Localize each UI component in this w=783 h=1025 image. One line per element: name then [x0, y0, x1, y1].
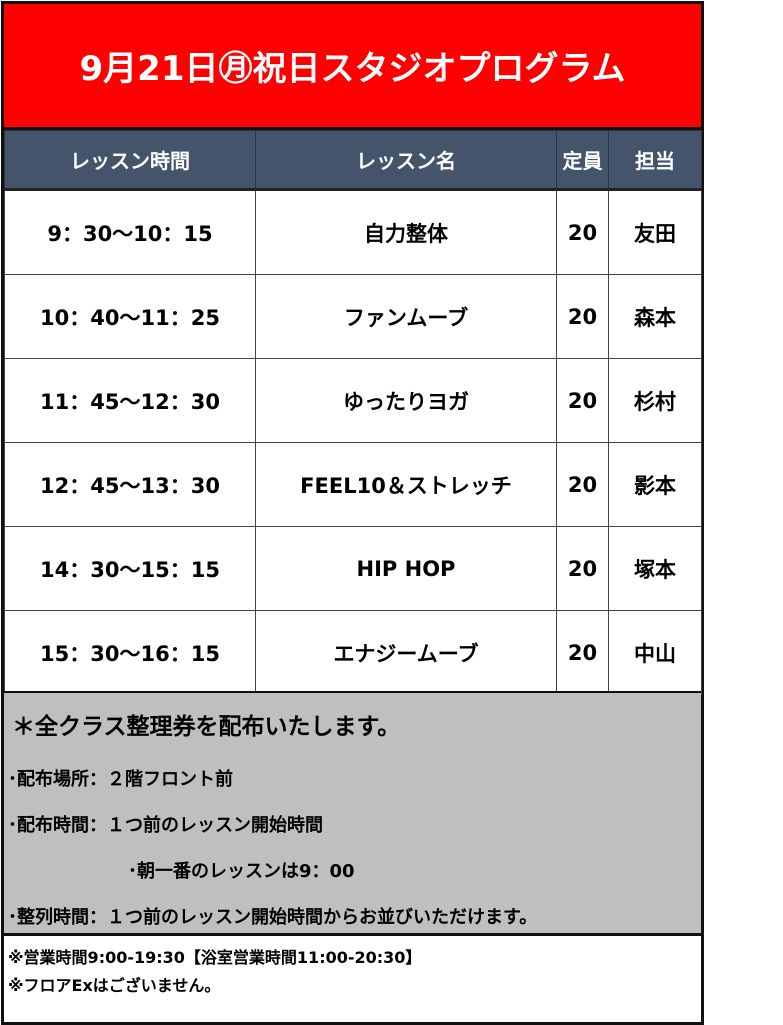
table-row: 15：30～16：15 エナジームーブ 20 中山 — [4, 610, 702, 695]
footer-line: ※営業時間9:00-19:30【浴室営業時間11:00-20:30】 — [8, 948, 422, 967]
notes-line: ･整列時間：１つ前のレッスン開始時間からお並びいただけます。 — [8, 907, 538, 928]
cell-lesson: ゆったりヨガ — [255, 358, 557, 443]
cell-time: 12：45～13：30 — [4, 442, 256, 527]
cell-lesson: 自力整体 — [255, 189, 557, 275]
cell-capacity: 20 — [556, 189, 609, 275]
table-row: 10：40～11：25 ファンムーブ 20 森本 — [4, 274, 702, 359]
cell-instructor: 杉村 — [608, 358, 702, 443]
page-title: 9月21日㊊祝日スタジオプログラム — [4, 4, 701, 130]
cell-time: 10：40～11：25 — [4, 274, 256, 359]
cell-lesson: FEEL10＆ストレッチ — [255, 442, 557, 527]
cell-instructor: 中山 — [608, 610, 702, 695]
cell-lesson: HIP HOP — [255, 526, 557, 611]
cell-capacity: 20 — [556, 274, 609, 359]
cell-time: 14：30～15：15 — [4, 526, 256, 611]
cell-instructor: 友田 — [608, 189, 702, 275]
cell-lesson: エナジームーブ — [255, 610, 557, 695]
cell-capacity: 20 — [556, 442, 609, 527]
cell-lesson: ファンムーブ — [255, 274, 557, 359]
table-row: 9：30～10：15 自力整体 20 友田 — [4, 189, 702, 275]
cell-time: 15：30～16：15 — [4, 610, 256, 695]
header-capacity: 定員 — [556, 130, 609, 191]
cell-capacity: 20 — [556, 526, 609, 611]
notes-line: ･配布場所：２階フロント前 — [8, 769, 233, 790]
header-instructor: 担当 — [608, 130, 702, 191]
notes-line: ･朝一番のレッスンは9：00 — [128, 861, 355, 882]
cell-time: 11：45～12：30 — [4, 358, 256, 443]
table-row: 11：45～12：30 ゆったりヨガ 20 杉村 — [4, 358, 702, 443]
cell-instructor: 影本 — [608, 442, 702, 527]
table-row: 12：45～13：30 FEEL10＆ストレッチ 20 影本 — [4, 442, 702, 527]
footer-notes: ※営業時間9:00-19:30【浴室営業時間11:00-20:30】 ※フロアE… — [8, 944, 421, 1000]
table-header: レッスン時間 レッスン名 定員 担当 — [4, 130, 702, 191]
cell-instructor: 塚本 — [608, 526, 702, 611]
schedule-sheet: 9月21日㊊祝日スタジオプログラム レッスン時間 レッスン名 定員 担当 9：3… — [1, 1, 704, 1025]
cell-capacity: 20 — [556, 610, 609, 695]
table-row: 14：30～15：15 HIP HOP 20 塚本 — [4, 526, 702, 611]
cell-instructor: 森本 — [608, 274, 702, 359]
footer-line: ※フロアExはございません。 — [8, 976, 221, 995]
cell-time: 9：30～10：15 — [4, 189, 256, 275]
header-lesson: レッスン名 — [255, 130, 557, 191]
notes-heading: ＊全クラス整理券を配布いたします。 — [12, 714, 401, 740]
ticket-notes: ＊全クラス整理券を配布いたします。 ･配布場所：２階フロント前 ･配布時間：１つ… — [4, 691, 701, 936]
schedule-table: レッスン時間 レッスン名 定員 担当 9：30～10：15 自力整体 20 友田 10：… — [4, 130, 702, 695]
notes-line: ･配布時間：１つ前のレッスン開始時間 — [8, 815, 323, 836]
cell-capacity: 20 — [556, 358, 609, 443]
header-time: レッスン時間 — [4, 130, 256, 191]
